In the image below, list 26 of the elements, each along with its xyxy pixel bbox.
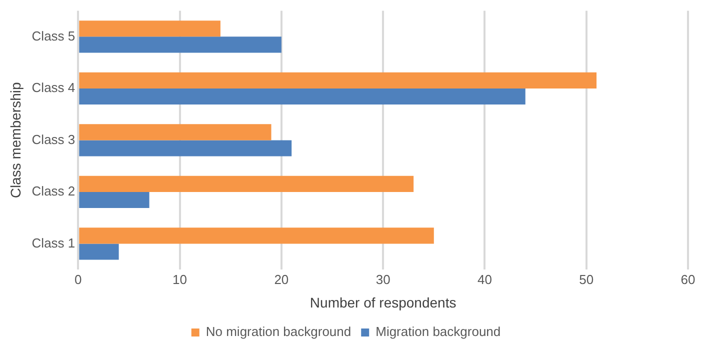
bar	[79, 124, 272, 140]
x-tick-label: 20	[274, 272, 289, 287]
y-tick-label: Class 5	[32, 28, 76, 44]
bar	[79, 192, 150, 208]
bar	[79, 140, 292, 156]
y-tick-label: Class 4	[32, 80, 76, 96]
bar	[79, 88, 526, 104]
bar	[79, 36, 282, 53]
x-tick-label: 50	[579, 272, 594, 287]
y-tick-label: Class 1	[32, 235, 76, 250]
x-tick-label: 10	[172, 272, 188, 287]
x-tick-label: 60	[680, 272, 696, 287]
legend-label: Migration background	[376, 324, 501, 340]
y-tick-label: Class 2	[32, 184, 76, 199]
legend-label: No migration background	[206, 324, 352, 340]
bar	[79, 20, 220, 37]
x-tick-label: 0	[74, 272, 82, 287]
y-tick-label: Class 3	[32, 132, 76, 147]
bar	[79, 176, 414, 192]
x-axis-title: Number of respondents	[310, 294, 456, 310]
bar	[79, 244, 119, 260]
y-axis-title: Class membership	[7, 82, 24, 198]
bar	[79, 228, 434, 244]
bar	[79, 72, 597, 88]
x-tick-label: 40	[477, 272, 492, 287]
x-tick-label: 30	[376, 272, 390, 287]
